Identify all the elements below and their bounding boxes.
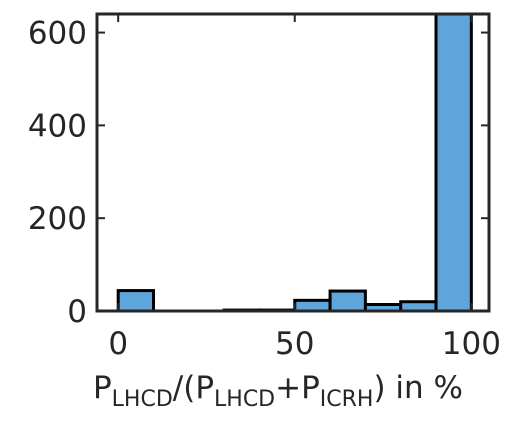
histogram-bar-60-70: [328, 289, 367, 313]
x-tick-label-50: 50: [275, 326, 314, 362]
histogram-bars: [116, 12, 473, 313]
axes-frame: [95, 12, 491, 313]
x-axis-label: PLHCD/(PLHCD+PICRH) in %: [93, 370, 463, 412]
y-tick-label-600: 600: [28, 16, 87, 52]
histogram-bar-50-60: [293, 298, 332, 313]
axis-tick-labels: 0 50 100 0 200 400 600: [28, 16, 501, 362]
y-tick-label-200: 200: [28, 201, 87, 237]
histogram-bar-0-10: [116, 289, 156, 313]
histogram-bar-90-100: [434, 12, 473, 313]
axis-ticks: [97, 14, 489, 312]
y-tick-label-0: 0: [67, 294, 87, 330]
y-tick-label-400: 400: [28, 108, 87, 144]
x-tick-label-100: 100: [442, 326, 501, 362]
x-tick-label-0: 0: [108, 326, 128, 362]
